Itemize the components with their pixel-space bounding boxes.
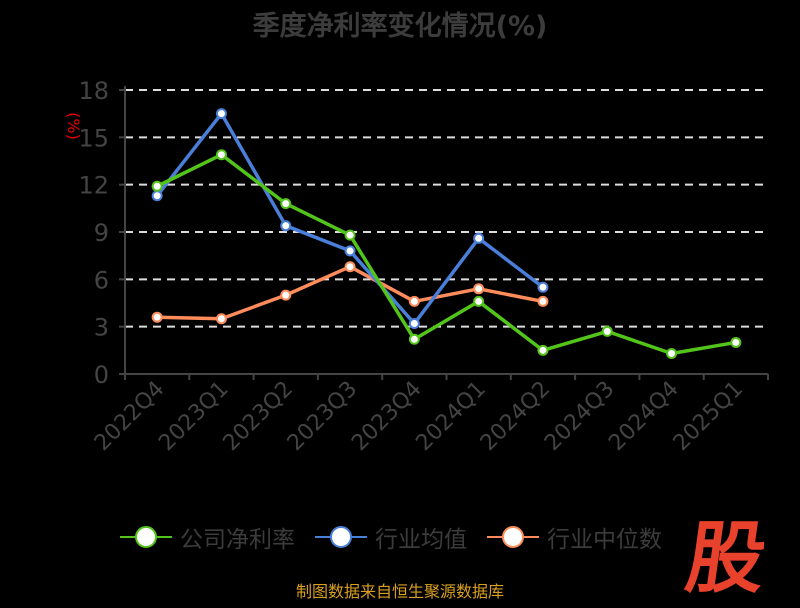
y-tick-label: 6 — [94, 266, 109, 294]
data-point — [537, 281, 549, 293]
data-point — [151, 180, 163, 192]
x-tick-label: 2023Q3 — [283, 377, 362, 456]
data-point — [666, 347, 678, 359]
y-tick-label: 0 — [94, 361, 109, 389]
x-tick-label: 2024Q2 — [476, 377, 555, 456]
data-point — [408, 318, 420, 330]
legend-marker-industry-median — [487, 526, 539, 548]
data-point — [730, 336, 742, 348]
data-point — [215, 149, 227, 161]
data-point — [473, 232, 485, 244]
legend-label: 行业均值 — [375, 527, 467, 553]
x-tick-label: 2025Q1 — [669, 377, 748, 456]
y-tick-label: 3 — [94, 314, 109, 342]
y-tick-label: 12 — [78, 172, 109, 200]
data-point — [344, 229, 356, 241]
series-line — [156, 152, 737, 356]
series-line — [157, 264, 544, 321]
legend-marker-company — [120, 526, 172, 548]
data-point — [601, 325, 613, 337]
legend-item-company[interactable]: 公司净利率 — [120, 520, 295, 554]
x-tick-label: 2023Q4 — [347, 377, 426, 456]
source-note: 制图数据来自恒生聚源数据库 — [295, 582, 504, 601]
data-point — [344, 261, 356, 273]
y-tick-label: 15 — [78, 124, 109, 152]
y-tick-label: 18 — [78, 77, 109, 105]
data-point — [280, 289, 292, 301]
x-tick-label: 2024Q1 — [411, 377, 490, 456]
data-point — [280, 198, 292, 210]
data-point — [408, 295, 420, 307]
legend: 公司净利率 行业均值 行业中位数 — [120, 520, 662, 554]
y-tick-label: 9 — [94, 219, 109, 247]
legend-item-industry-median[interactable]: 行业中位数 — [487, 520, 662, 554]
x-tick-label: 2023Q2 — [219, 377, 298, 456]
legend-label: 公司净利率 — [180, 527, 295, 553]
data-point — [151, 190, 163, 202]
y-axis-label: (%) — [64, 112, 83, 140]
data-point — [215, 313, 227, 325]
x-tick-label: 2024Q3 — [540, 377, 619, 456]
data-point — [537, 295, 549, 307]
data-point — [408, 333, 420, 345]
data-point — [151, 311, 163, 323]
data-point — [473, 283, 485, 295]
legend-item-industry-average[interactable]: 行业均值 — [315, 520, 467, 554]
series-line — [155, 111, 545, 326]
x-tick-label: 2024Q4 — [604, 377, 683, 456]
data-point — [344, 245, 356, 257]
chart-title: 季度净利率变化情况(%) — [252, 11, 548, 42]
legend-marker-industry-average — [315, 526, 367, 548]
data-point — [215, 108, 227, 120]
legend-label: 行业中位数 — [547, 527, 662, 553]
x-tick-label: 2023Q1 — [154, 377, 233, 456]
data-point — [537, 344, 549, 356]
data-point — [280, 220, 292, 232]
data-point — [473, 295, 485, 307]
